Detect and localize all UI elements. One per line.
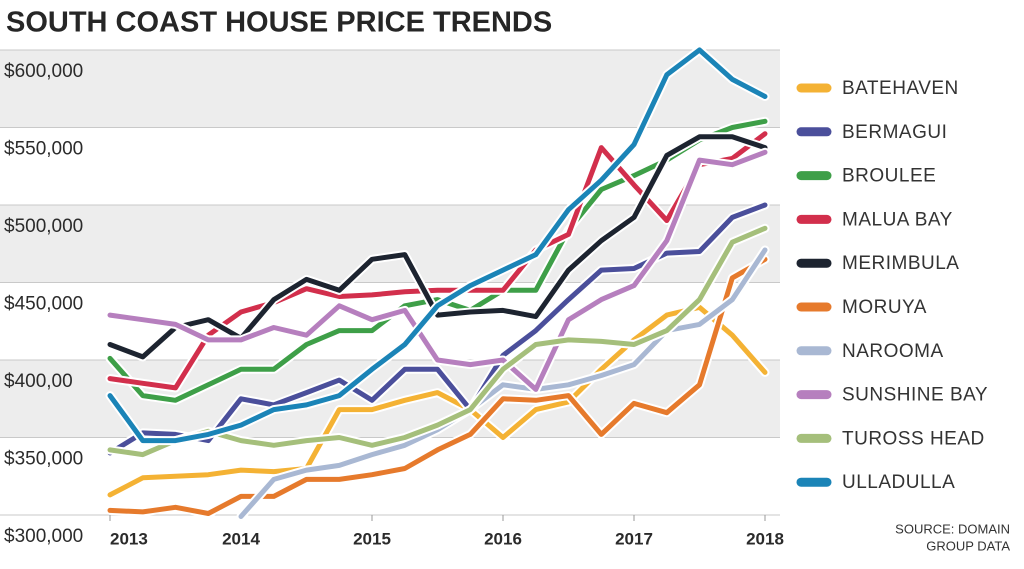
x-tick-label: 2014 bbox=[222, 529, 260, 548]
legend-label: BERMAGUI bbox=[842, 122, 947, 143]
line bbox=[107, 134, 768, 360]
legend-label: ULLADULLA bbox=[842, 472, 955, 493]
legend-label: MALUA BAY bbox=[842, 209, 953, 230]
y-tick-label: $550,000 bbox=[4, 139, 83, 160]
legend-label: MORUYA bbox=[842, 297, 927, 318]
y-tick-label: $300,000 bbox=[4, 526, 83, 547]
source-note: SOURCE: DOMAIN bbox=[895, 521, 1010, 536]
y-tick-label: $450,000 bbox=[4, 294, 83, 315]
x-tick-label: 2017 bbox=[615, 529, 653, 548]
line bbox=[107, 304, 768, 498]
legend-label: NAROOMA bbox=[842, 341, 944, 362]
chart-title: SOUTH COAST HOUSE PRICE TRENDS bbox=[6, 7, 552, 39]
y-tick-label: $400,00 bbox=[4, 371, 73, 392]
x-tick-label: 2013 bbox=[110, 529, 148, 548]
legend-label: BROULEE bbox=[842, 166, 936, 187]
line bbox=[107, 118, 768, 403]
legend-label: SUNSHINE BAY bbox=[842, 385, 988, 406]
source-note: GROUP DATA bbox=[926, 538, 1010, 553]
x-tick-label: 2015 bbox=[353, 529, 391, 548]
y-tick-label: $350,000 bbox=[4, 449, 83, 470]
legend-label: TUROSS HEAD bbox=[842, 428, 985, 449]
line bbox=[107, 149, 768, 392]
line bbox=[107, 256, 768, 516]
legend-label: BATEHAVEN bbox=[842, 78, 959, 99]
x-tick-label: 2018 bbox=[746, 529, 784, 548]
x-tick-label: 2016 bbox=[484, 529, 522, 548]
background bbox=[0, 50, 780, 438]
line bbox=[107, 47, 768, 444]
legend-label: MERIMBULA bbox=[842, 253, 959, 274]
y-tick-label: $500,000 bbox=[4, 216, 83, 237]
line bbox=[238, 247, 768, 519]
y-tick-label: $600,000 bbox=[4, 61, 83, 82]
